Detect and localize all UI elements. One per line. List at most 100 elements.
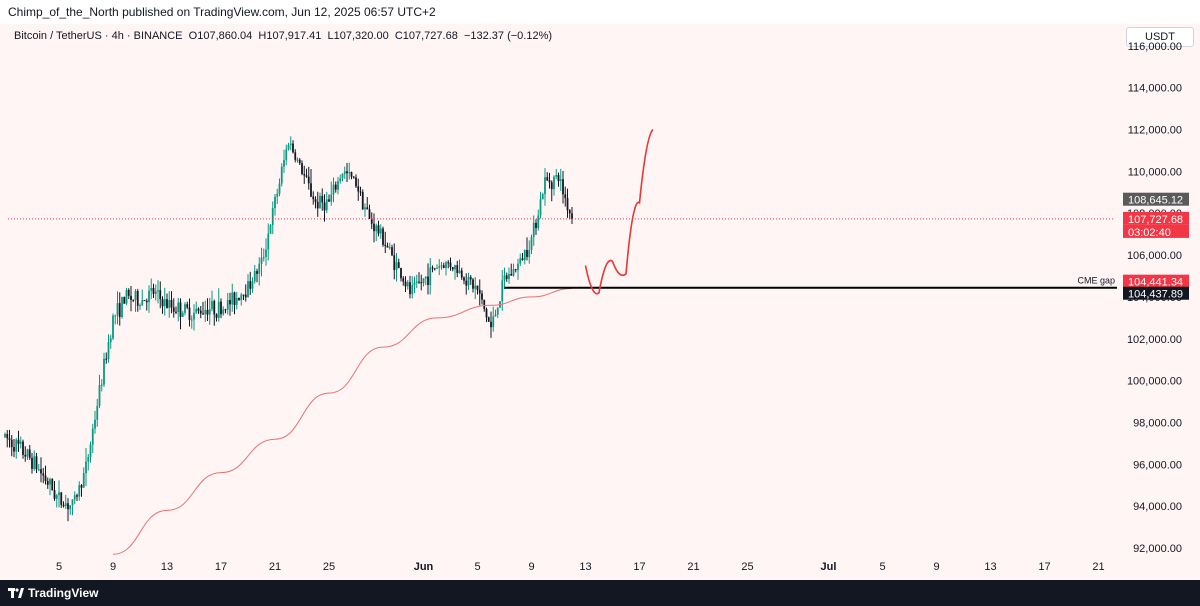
- candle-body: [557, 175, 560, 182]
- candle: [24, 446, 27, 462]
- candle-body: [274, 196, 276, 209]
- candle: [145, 298, 148, 311]
- candle-body: [285, 149, 288, 161]
- candle: [89, 441, 92, 463]
- candle: [175, 306, 177, 315]
- close-value: C107,727.68: [394, 30, 458, 42]
- candle-body: [289, 143, 292, 146]
- candle-body: [166, 299, 168, 308]
- candle: [314, 196, 317, 209]
- candle-body: [139, 305, 141, 307]
- candle: [328, 194, 330, 202]
- candle-body: [217, 301, 220, 318]
- candle: [163, 287, 166, 316]
- candle: [242, 294, 245, 300]
- candle: [224, 308, 227, 314]
- x-tick-label: 17: [215, 561, 227, 573]
- candle-body: [395, 262, 398, 270]
- candle: [467, 272, 470, 291]
- candle: [177, 297, 180, 322]
- candle-body: [251, 281, 254, 289]
- projection-drawing[interactable]: [584, 128, 654, 295]
- candle-body: [553, 176, 555, 190]
- y-tick-label: 92,000.00: [1133, 543, 1182, 555]
- candle-body: [100, 384, 103, 386]
- candle: [355, 174, 357, 188]
- y-tick-label: 116,000.00: [1128, 41, 1182, 53]
- candle: [127, 288, 130, 300]
- candle-body: [4, 434, 6, 438]
- candle: [528, 240, 531, 264]
- candle-body: [150, 287, 153, 291]
- candle-body: [375, 225, 378, 232]
- candle: [373, 213, 375, 243]
- candle-body: [13, 447, 15, 452]
- candle-body: [197, 308, 200, 311]
- candle-body: [267, 233, 270, 250]
- candle-body: [373, 223, 375, 232]
- candle-body: [442, 265, 445, 268]
- candle: [80, 484, 83, 497]
- candle-body: [8, 438, 11, 440]
- candle-body: [278, 183, 281, 194]
- candle-body: [242, 294, 245, 296]
- candle: [35, 453, 38, 473]
- candle: [496, 307, 499, 319]
- candle-body: [350, 172, 353, 177]
- candle: [539, 191, 542, 219]
- candle-body: [436, 267, 438, 269]
- candle: [550, 180, 553, 202]
- candle: [379, 224, 382, 239]
- candle-body: [249, 281, 252, 289]
- candle-body: [424, 276, 427, 279]
- candle: [28, 445, 31, 460]
- price-chart[interactable]: CME gap 92,000.00 94,000.00 96,000.00 98,00…: [0, 24, 1200, 580]
- candle: [395, 252, 398, 282]
- candle: [310, 169, 312, 198]
- candle-body: [305, 175, 308, 177]
- footer-bar: TradingView: [0, 580, 1200, 606]
- candle: [229, 292, 231, 316]
- candle-body: [204, 309, 207, 315]
- candle-body: [157, 290, 159, 292]
- candle: [168, 291, 171, 318]
- candle-body: [359, 191, 362, 193]
- x-tick-label: 17: [633, 561, 645, 573]
- candle: [325, 191, 328, 214]
- y-tick-label: 102,000.00: [1127, 334, 1182, 346]
- chart-area[interactable]: [0, 24, 1200, 580]
- candle: [312, 191, 315, 205]
- candle: [208, 297, 211, 325]
- currency-unit-button[interactable]: USDT: [1126, 27, 1194, 47]
- candle: [87, 453, 90, 471]
- candle-body: [433, 268, 436, 270]
- candle-body: [145, 300, 148, 303]
- x-tick-label: 13: [579, 561, 591, 573]
- candle-body: [116, 303, 119, 316]
- candle: [341, 173, 344, 182]
- candle: [213, 299, 216, 326]
- candle-body: [28, 449, 31, 458]
- candle: [463, 276, 465, 285]
- candle-body: [190, 319, 193, 321]
- candle-body: [260, 257, 263, 264]
- candle: [384, 231, 387, 253]
- candle-body: [118, 303, 121, 318]
- candle-body: [294, 152, 297, 160]
- candle: [377, 220, 380, 237]
- x-tick-label: Jul: [821, 561, 837, 573]
- candle: [130, 286, 132, 312]
- candle: [161, 296, 164, 314]
- candle-body: [62, 504, 65, 507]
- candle: [429, 258, 432, 295]
- candle-body: [238, 298, 240, 301]
- candle-body: [539, 199, 542, 216]
- x-tick-label: 9: [110, 561, 116, 573]
- candle-body: [521, 258, 524, 260]
- candle: [427, 263, 429, 295]
- candle-body: [233, 292, 236, 305]
- candle-body: [276, 193, 279, 197]
- candle: [240, 292, 243, 306]
- candle-body: [463, 277, 465, 281]
- candle: [438, 259, 441, 276]
